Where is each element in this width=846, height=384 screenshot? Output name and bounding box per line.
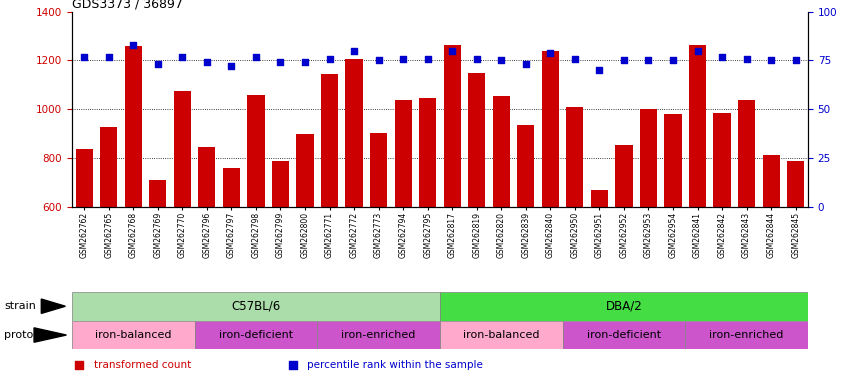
Point <box>568 55 581 61</box>
Point <box>200 60 213 66</box>
Text: protocol: protocol <box>4 330 49 340</box>
Text: iron-balanced: iron-balanced <box>463 330 540 340</box>
Text: iron-enriched: iron-enriched <box>710 330 783 340</box>
Point <box>322 55 336 61</box>
Bar <box>317 321 440 349</box>
Point <box>690 48 704 54</box>
Text: iron-enriched: iron-enriched <box>342 330 415 340</box>
Text: C57BL/6: C57BL/6 <box>231 300 281 313</box>
Bar <box>272 161 289 354</box>
Point <box>494 57 508 63</box>
Bar <box>541 51 559 354</box>
Point <box>617 57 630 63</box>
Bar <box>198 147 216 354</box>
Point <box>420 55 434 61</box>
Text: iron-balanced: iron-balanced <box>95 330 172 340</box>
Bar <box>321 74 338 354</box>
Point <box>543 50 557 56</box>
Bar <box>296 134 314 354</box>
Bar <box>563 321 685 349</box>
Point <box>175 53 189 60</box>
Bar <box>195 321 317 349</box>
Bar <box>443 45 461 354</box>
Text: iron-deficient: iron-deficient <box>587 330 661 340</box>
Point <box>126 42 140 48</box>
Point <box>592 67 606 73</box>
Bar <box>787 161 805 354</box>
Bar <box>100 127 118 354</box>
Bar <box>72 321 195 349</box>
Bar <box>640 109 657 354</box>
Text: transformed count: transformed count <box>94 360 191 370</box>
Point <box>102 53 115 60</box>
Point <box>764 57 777 63</box>
Point <box>249 53 262 60</box>
Point <box>286 362 299 368</box>
Text: iron-deficient: iron-deficient <box>219 330 293 340</box>
Bar <box>738 99 755 354</box>
Point <box>273 60 287 66</box>
Bar <box>591 190 608 354</box>
Point <box>739 55 753 61</box>
Bar <box>75 149 93 354</box>
Point <box>470 55 483 61</box>
Point <box>73 362 86 368</box>
Bar <box>615 145 633 354</box>
Point <box>224 63 238 70</box>
Point <box>347 48 360 54</box>
Bar <box>689 45 706 354</box>
Point <box>715 53 728 60</box>
Bar <box>566 107 584 354</box>
Bar <box>440 321 563 349</box>
Bar <box>149 180 167 354</box>
Bar <box>394 99 412 354</box>
Bar <box>222 168 240 354</box>
Point <box>641 57 655 63</box>
Point <box>77 53 91 60</box>
Point <box>666 57 679 63</box>
Text: strain: strain <box>4 301 36 311</box>
Bar <box>517 125 535 354</box>
Text: GDS3373 / 36897: GDS3373 / 36897 <box>72 0 183 10</box>
Text: DBA/2: DBA/2 <box>606 300 642 313</box>
Point <box>151 61 164 68</box>
Polygon shape <box>41 299 65 313</box>
Bar <box>370 133 387 354</box>
Bar <box>713 113 731 354</box>
Text: percentile rank within the sample: percentile rank within the sample <box>307 360 483 370</box>
Bar <box>72 292 440 321</box>
Bar <box>664 114 682 354</box>
Point <box>445 48 459 54</box>
Point <box>298 60 311 66</box>
Bar <box>345 59 363 354</box>
Bar <box>173 91 191 354</box>
Bar <box>685 321 808 349</box>
Bar <box>124 46 142 354</box>
Bar <box>492 96 510 354</box>
Bar <box>440 292 808 321</box>
Bar <box>247 95 265 354</box>
Polygon shape <box>34 328 66 342</box>
Bar <box>468 73 486 354</box>
Point <box>396 55 409 61</box>
Point <box>519 61 532 68</box>
Bar <box>419 98 437 354</box>
Point <box>788 57 802 63</box>
Bar <box>762 155 780 354</box>
Point <box>371 57 385 63</box>
